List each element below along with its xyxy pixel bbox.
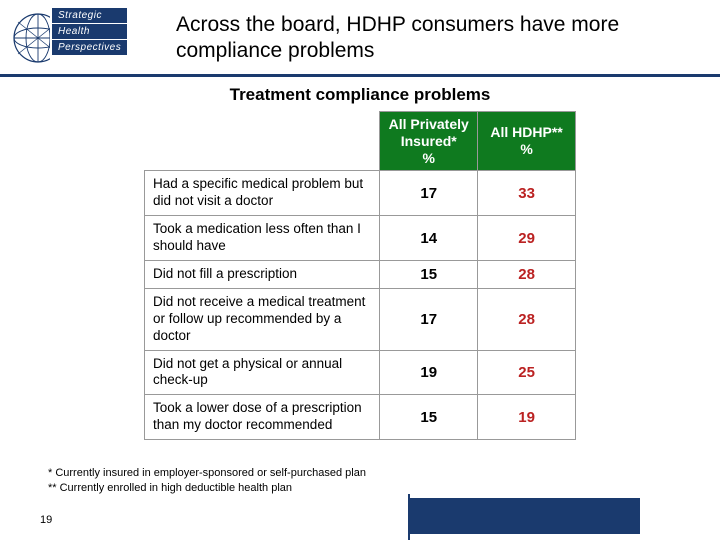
row-label: Had a specific medical problem but did n… [145, 171, 380, 216]
header-col-label: All Privately Insured* [389, 116, 469, 149]
value-hdhp: 29 [478, 216, 576, 261]
header-pct: % [520, 141, 532, 157]
table-row: Did not receive a medical treatment or f… [145, 288, 576, 350]
footnote-line: * Currently insured in employer-sponsore… [48, 466, 366, 481]
logo-globe-icon [12, 8, 50, 68]
value-hdhp: 25 [478, 350, 576, 395]
value-insured: 19 [380, 350, 478, 395]
row-label: Took a lower dose of a prescription than… [145, 395, 380, 440]
logo: Strategic Health Perspectives [12, 8, 162, 68]
table-row: Did not get a physical or annual check-u… [145, 350, 576, 395]
table-row: Had a specific medical problem but did n… [145, 171, 576, 216]
slide-header: Strategic Health Perspectives Across the… [0, 0, 720, 68]
row-label: Did not fill a prescription [145, 260, 380, 288]
value-insured: 14 [380, 216, 478, 261]
header-col-label: All HDHP** [490, 124, 562, 140]
logo-word: Perspectives [52, 40, 127, 55]
page-number: 19 [40, 514, 52, 526]
value-insured: 17 [380, 171, 478, 216]
logo-text: Strategic Health Perspectives [52, 8, 127, 68]
compliance-table: All Privately Insured* % All HDHP** % Ha… [144, 111, 576, 440]
value-insured: 17 [380, 288, 478, 350]
value-hdhp: 28 [478, 260, 576, 288]
logo-word: Health [52, 24, 127, 39]
value-hdhp: 19 [478, 395, 576, 440]
value-insured: 15 [380, 395, 478, 440]
table-row: Took a lower dose of a prescription than… [145, 395, 576, 440]
header-pct: % [423, 150, 435, 166]
subtitle: Treatment compliance problems [0, 85, 720, 105]
value-hdhp: 33 [478, 171, 576, 216]
title-underline [0, 74, 720, 77]
table-header-row: All Privately Insured* % All HDHP** % [145, 112, 576, 171]
header-col-insured: All Privately Insured* % [380, 112, 478, 171]
row-label: Took a medication less often than I shou… [145, 216, 380, 261]
row-label: Did not get a physical or annual check-u… [145, 350, 380, 395]
slide-title: Across the board, HDHP consumers have mo… [162, 8, 720, 65]
value-hdhp: 28 [478, 288, 576, 350]
table-row: Did not fill a prescription1528 [145, 260, 576, 288]
header-col-hdhp: All HDHP** % [478, 112, 576, 171]
logo-word: Strategic [52, 8, 127, 23]
footnote-line: ** Currently enrolled in high deductible… [48, 481, 366, 496]
value-insured: 15 [380, 260, 478, 288]
row-label: Did not receive a medical treatment or f… [145, 288, 380, 350]
header-blank [145, 112, 380, 171]
footer-brand-box [410, 498, 640, 534]
footnotes: * Currently insured in employer-sponsore… [48, 466, 366, 496]
table-row: Took a medication less often than I shou… [145, 216, 576, 261]
